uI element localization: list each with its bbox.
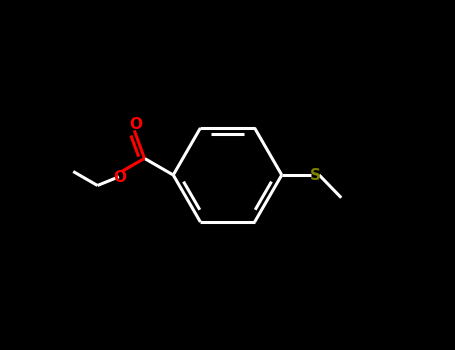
Text: S: S (309, 168, 320, 182)
Text: O: O (113, 170, 126, 185)
Text: O: O (130, 117, 142, 132)
